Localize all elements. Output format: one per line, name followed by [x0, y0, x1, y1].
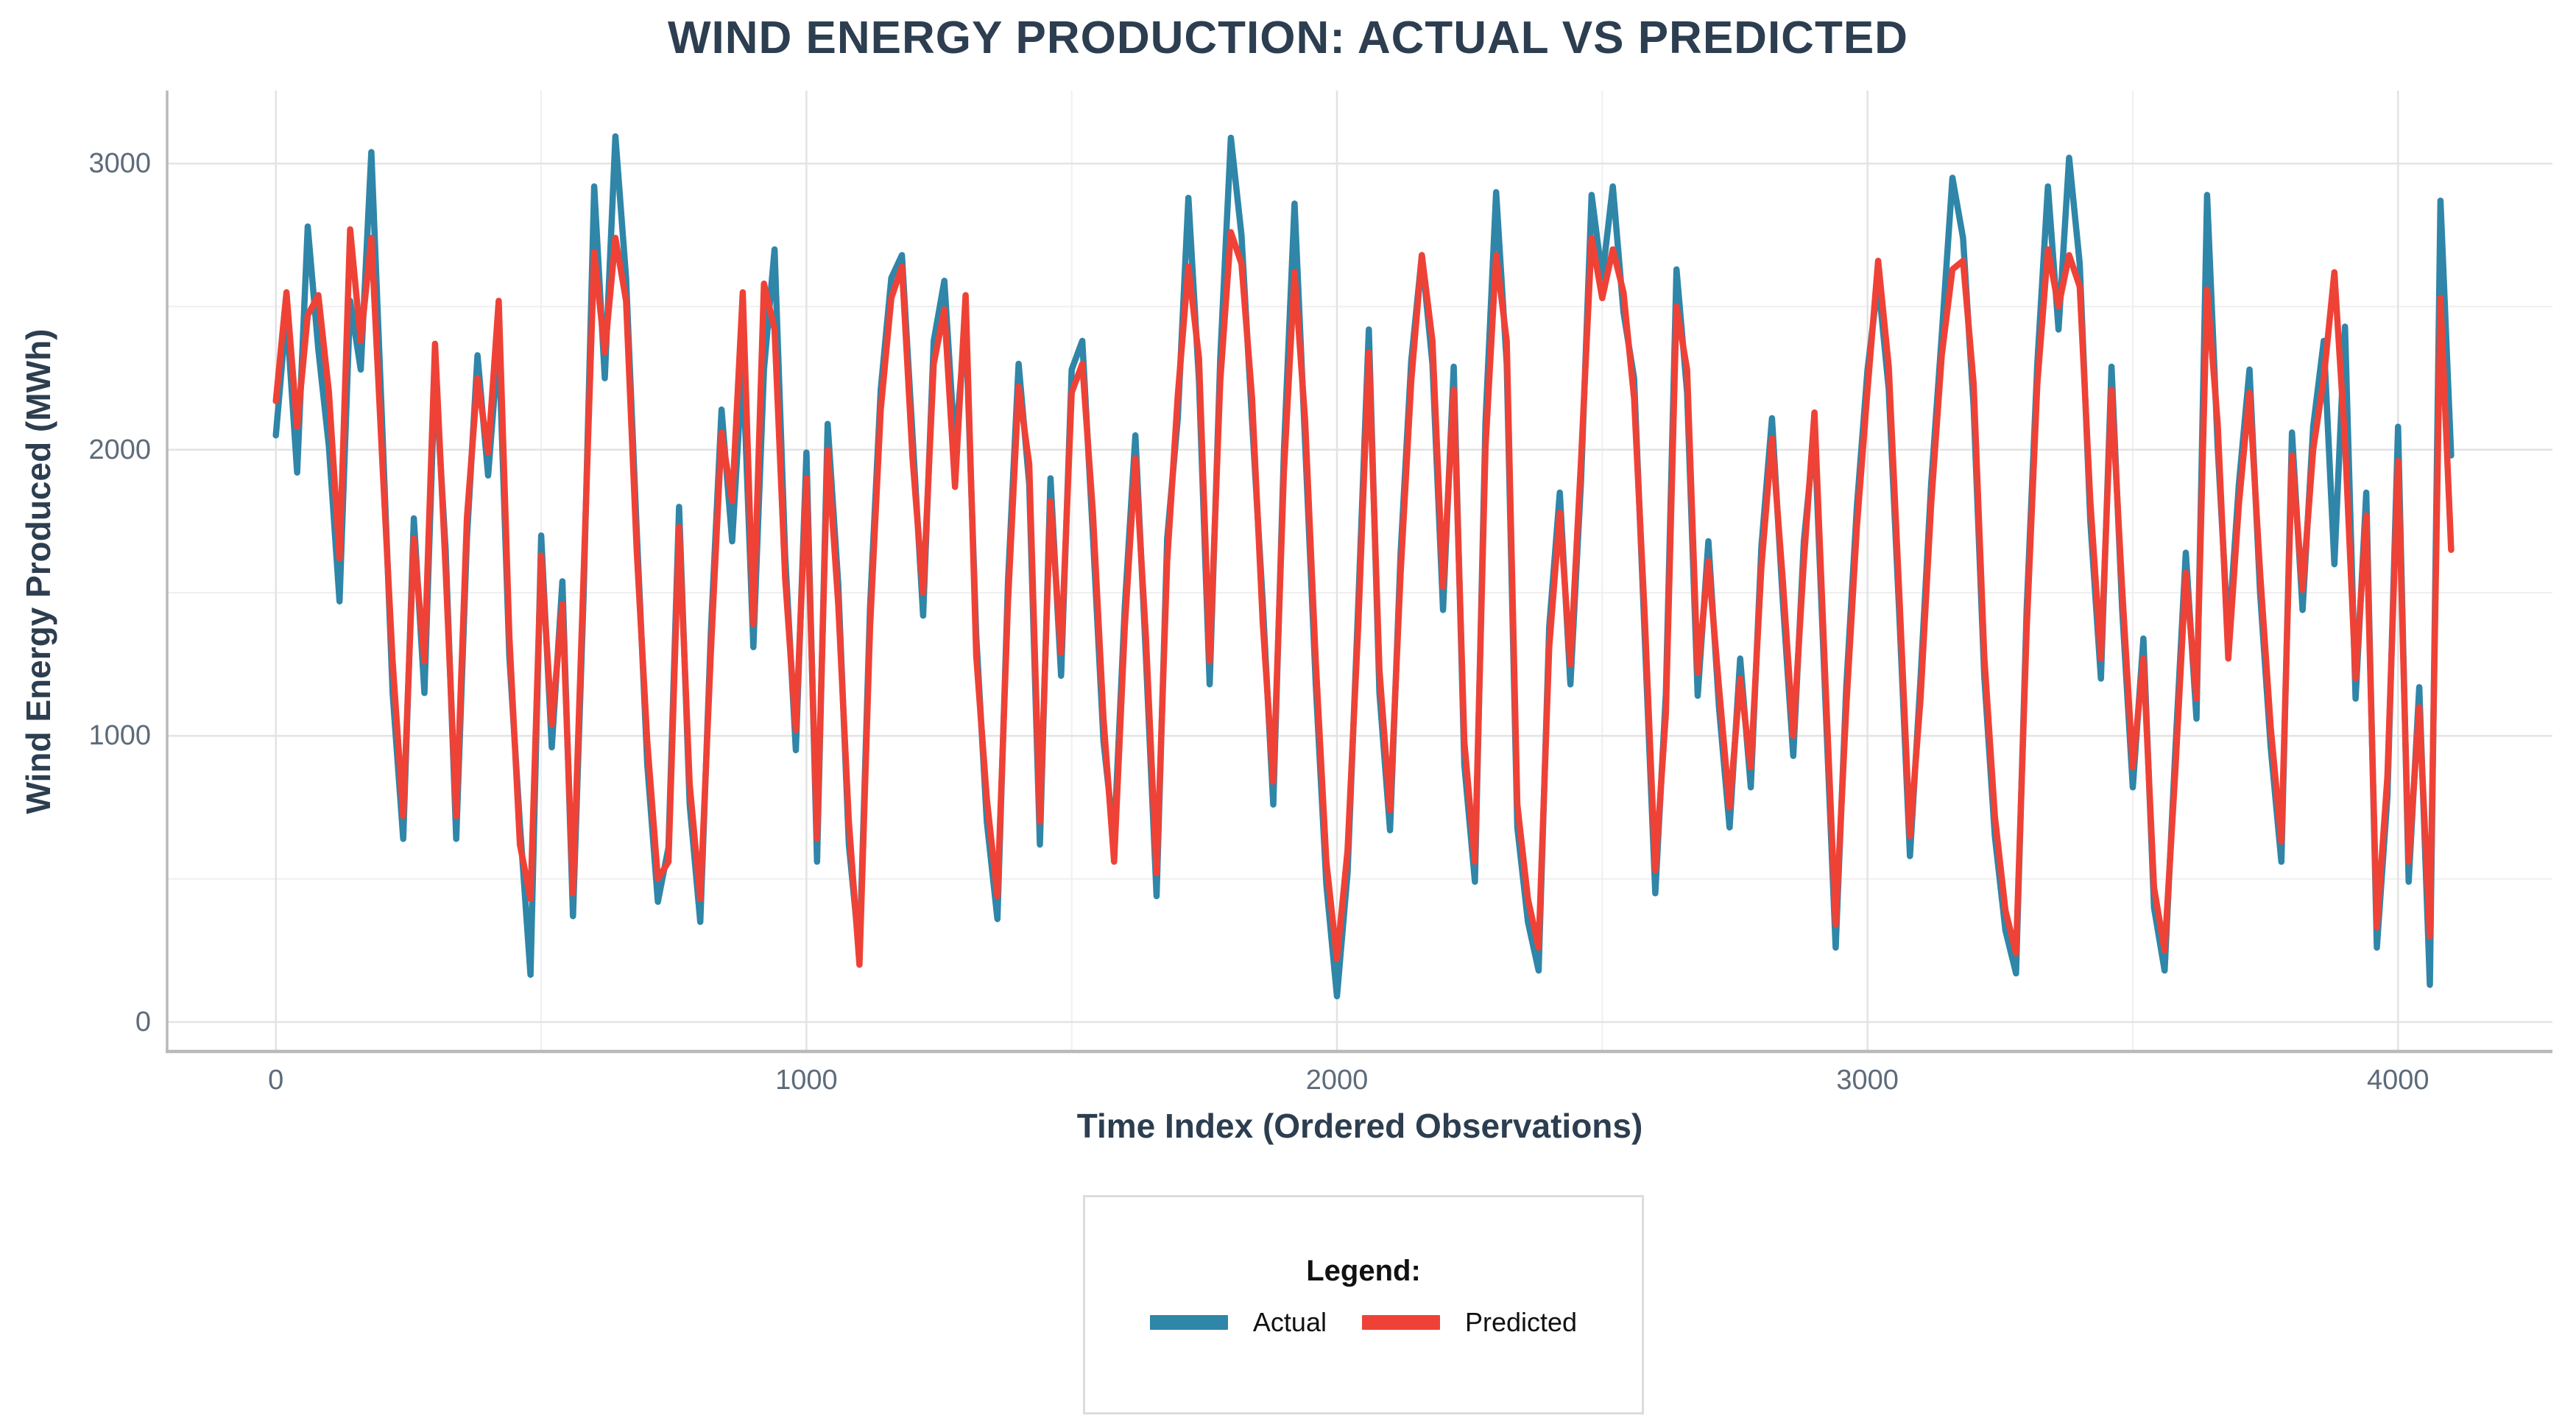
- legend-title: Legend:: [1306, 1255, 1421, 1287]
- x-tick-label-3000: 3000: [1836, 1065, 1899, 1096]
- chart-title: WIND ENERGY PRODUCTION: ACTUAL VS PREDIC…: [668, 13, 1908, 63]
- legend-label-predicted: Predicted: [1464, 1307, 1578, 1337]
- legend-box: Legend: Actual Predicted: [1083, 1195, 1644, 1414]
- y-tick-label-2000: 2000: [88, 434, 151, 465]
- legend-swatch-actual: [1149, 1315, 1228, 1330]
- series-line-predicted: [272, 226, 2455, 968]
- legend-item-actual: Actual: [1149, 1307, 1327, 1338]
- y-tick-label-3000: 3000: [88, 148, 151, 180]
- x-tick-label-2000: 2000: [1305, 1065, 1369, 1096]
- legend-swatch-predicted: [1361, 1315, 1440, 1330]
- x-tick-label-4000: 4000: [2367, 1065, 2429, 1096]
- legend-item-predicted: Predicted: [1361, 1307, 1578, 1338]
- x-tick-label-1000: 1000: [775, 1065, 838, 1096]
- legend-row: Actual Predicted: [1132, 1307, 1595, 1338]
- y-tick-label-0: 0: [135, 1006, 151, 1037]
- x-axis-title: Time Index (Ordered Observations): [1076, 1107, 1643, 1145]
- y-tick-label-1000: 1000: [88, 720, 151, 752]
- legend-label-actual: Actual: [1252, 1307, 1327, 1337]
- x-tick-label-0: 0: [268, 1065, 284, 1096]
